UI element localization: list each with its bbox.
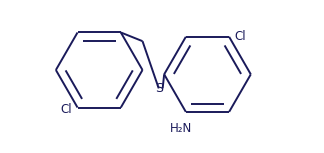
- Text: S: S: [155, 82, 163, 95]
- Text: H₂N: H₂N: [170, 122, 192, 135]
- Text: Cl: Cl: [61, 103, 72, 116]
- Text: Cl: Cl: [235, 30, 246, 43]
